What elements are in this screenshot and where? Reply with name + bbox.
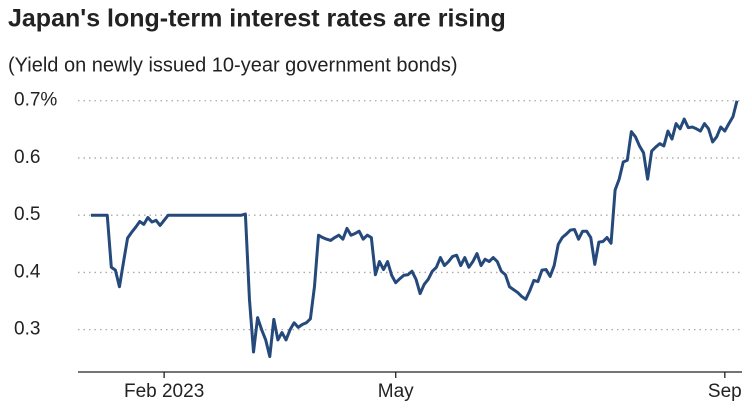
y-tick-label: 0.5 bbox=[14, 204, 40, 225]
chart-subtitle: (Yield on newly issued 10-year governmen… bbox=[8, 54, 458, 76]
y-tick-label: 0.4 bbox=[14, 261, 41, 282]
chart-title: Japan's long-term interest rates are ris… bbox=[8, 5, 506, 33]
y-tick-label: 0.3 bbox=[14, 319, 40, 340]
x-tick-label: May bbox=[378, 381, 414, 402]
line-series bbox=[91, 100, 739, 359]
x-tick-label: Feb 2023 bbox=[124, 381, 204, 402]
y-tick-label: 0.7% bbox=[14, 90, 57, 111]
x-tick-label: Sep bbox=[708, 381, 742, 402]
y-tick-label: 0.6 bbox=[14, 147, 40, 168]
